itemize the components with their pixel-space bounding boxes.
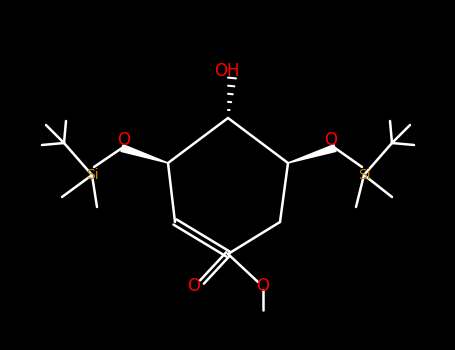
Polygon shape xyxy=(121,145,168,163)
Polygon shape xyxy=(288,145,336,163)
Text: O: O xyxy=(117,131,131,149)
Text: O: O xyxy=(187,277,201,295)
Text: O: O xyxy=(324,131,338,149)
Text: OH: OH xyxy=(214,62,240,80)
Text: Si: Si xyxy=(358,168,370,182)
Text: O: O xyxy=(257,277,269,295)
Text: Si: Si xyxy=(86,168,98,182)
